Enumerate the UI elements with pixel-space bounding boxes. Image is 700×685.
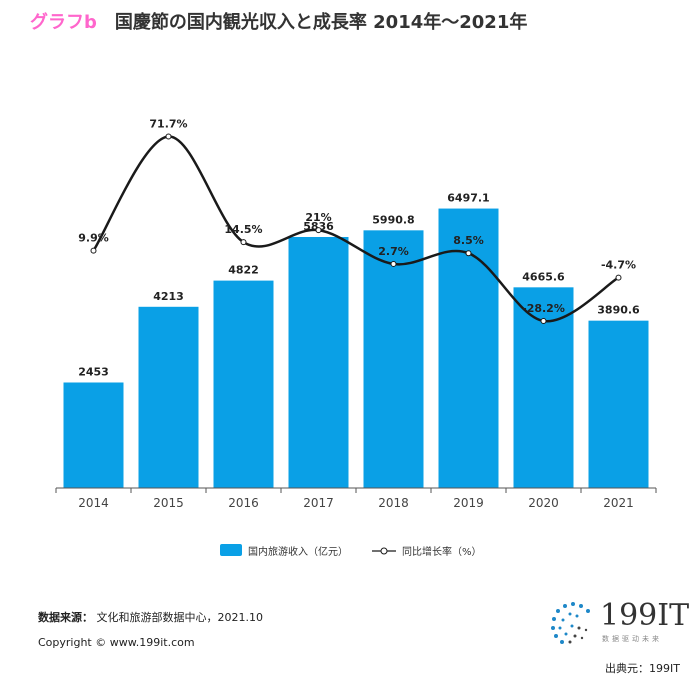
x-tick-label: 2018 bbox=[378, 496, 409, 510]
line-value-label: -4.7% bbox=[601, 259, 636, 272]
line-value-label: 21% bbox=[305, 211, 331, 224]
line-value-label: -28.2% bbox=[522, 302, 565, 315]
bar-value-label: 3890.6 bbox=[597, 304, 640, 317]
bar-value-label: 5990.8 bbox=[372, 213, 414, 226]
legend-line-marker bbox=[380, 547, 388, 555]
source-line: 数据来源： 文化和旅游部数据中心，2021.10 bbox=[38, 605, 263, 630]
bar-value-label: 6497.1 bbox=[447, 192, 489, 205]
bar bbox=[213, 280, 274, 488]
line-point bbox=[540, 317, 547, 324]
bar bbox=[588, 320, 649, 488]
source-label: 数据来源： bbox=[38, 611, 93, 624]
line-value-label: 8.5% bbox=[453, 234, 484, 247]
x-tick-label: 2019 bbox=[453, 496, 484, 510]
x-tick-label: 2017 bbox=[303, 496, 334, 510]
line-value-label: 71.7% bbox=[149, 118, 187, 131]
chart-header: グラフb 国慶節の国内観光収入と成長率 2014年～2021年 bbox=[30, 8, 527, 34]
line-point bbox=[165, 133, 172, 140]
line-point bbox=[615, 274, 622, 281]
chart-title: 国慶節の国内観光収入と成長率 2014年～2021年 bbox=[114, 12, 528, 33]
line-value-label: 9.9% bbox=[78, 232, 109, 245]
bar bbox=[63, 382, 124, 488]
bar-value-label: 4213 bbox=[153, 290, 184, 303]
logo-subtitle: 数据驱动未来 bbox=[602, 635, 662, 643]
logo-mark-icon bbox=[551, 602, 590, 644]
figure-tag: グラフb bbox=[30, 12, 97, 33]
legend-bar-label: 国内旅游收入（亿元） bbox=[248, 545, 348, 558]
bar bbox=[138, 306, 199, 488]
logo-text: 199IT bbox=[600, 598, 690, 633]
line-point bbox=[465, 250, 472, 257]
logo: 199IT 数据驱动未来 bbox=[548, 598, 690, 648]
x-tick-label: 2015 bbox=[153, 496, 184, 510]
bar-value-label: 4665.6 bbox=[522, 270, 565, 283]
line-point bbox=[315, 227, 322, 234]
line-value-label: 14.5% bbox=[224, 223, 262, 236]
legend-line-label: 同比增长率（%） bbox=[402, 545, 482, 558]
x-tick-label: 2021 bbox=[603, 496, 634, 510]
line-point bbox=[90, 247, 97, 254]
copyright-text: Copyright © www.199it.com bbox=[38, 636, 195, 649]
source-text: 文化和旅游部数据中心，2021.10 bbox=[96, 611, 264, 624]
x-tick-label: 2020 bbox=[528, 496, 559, 510]
x-tick-label: 2014 bbox=[78, 496, 109, 510]
chart-area: 24534213482258365990.86497.14665.63890.6… bbox=[55, 118, 657, 558]
bar bbox=[363, 230, 424, 488]
bar bbox=[288, 236, 349, 488]
line-value-label: 2.7% bbox=[378, 245, 409, 258]
line-point bbox=[240, 239, 247, 246]
source-block: 数据来源： 文化和旅游部数据中心，2021.10 Copyright © www… bbox=[38, 605, 263, 655]
credit-text: 出典元：199IT bbox=[605, 662, 680, 675]
bar-value-label: 4822 bbox=[228, 264, 259, 277]
x-tick-label: 2016 bbox=[228, 496, 259, 510]
legend-bar-swatch bbox=[220, 544, 242, 556]
line-point bbox=[390, 260, 397, 267]
bar-value-label: 2453 bbox=[78, 365, 109, 378]
